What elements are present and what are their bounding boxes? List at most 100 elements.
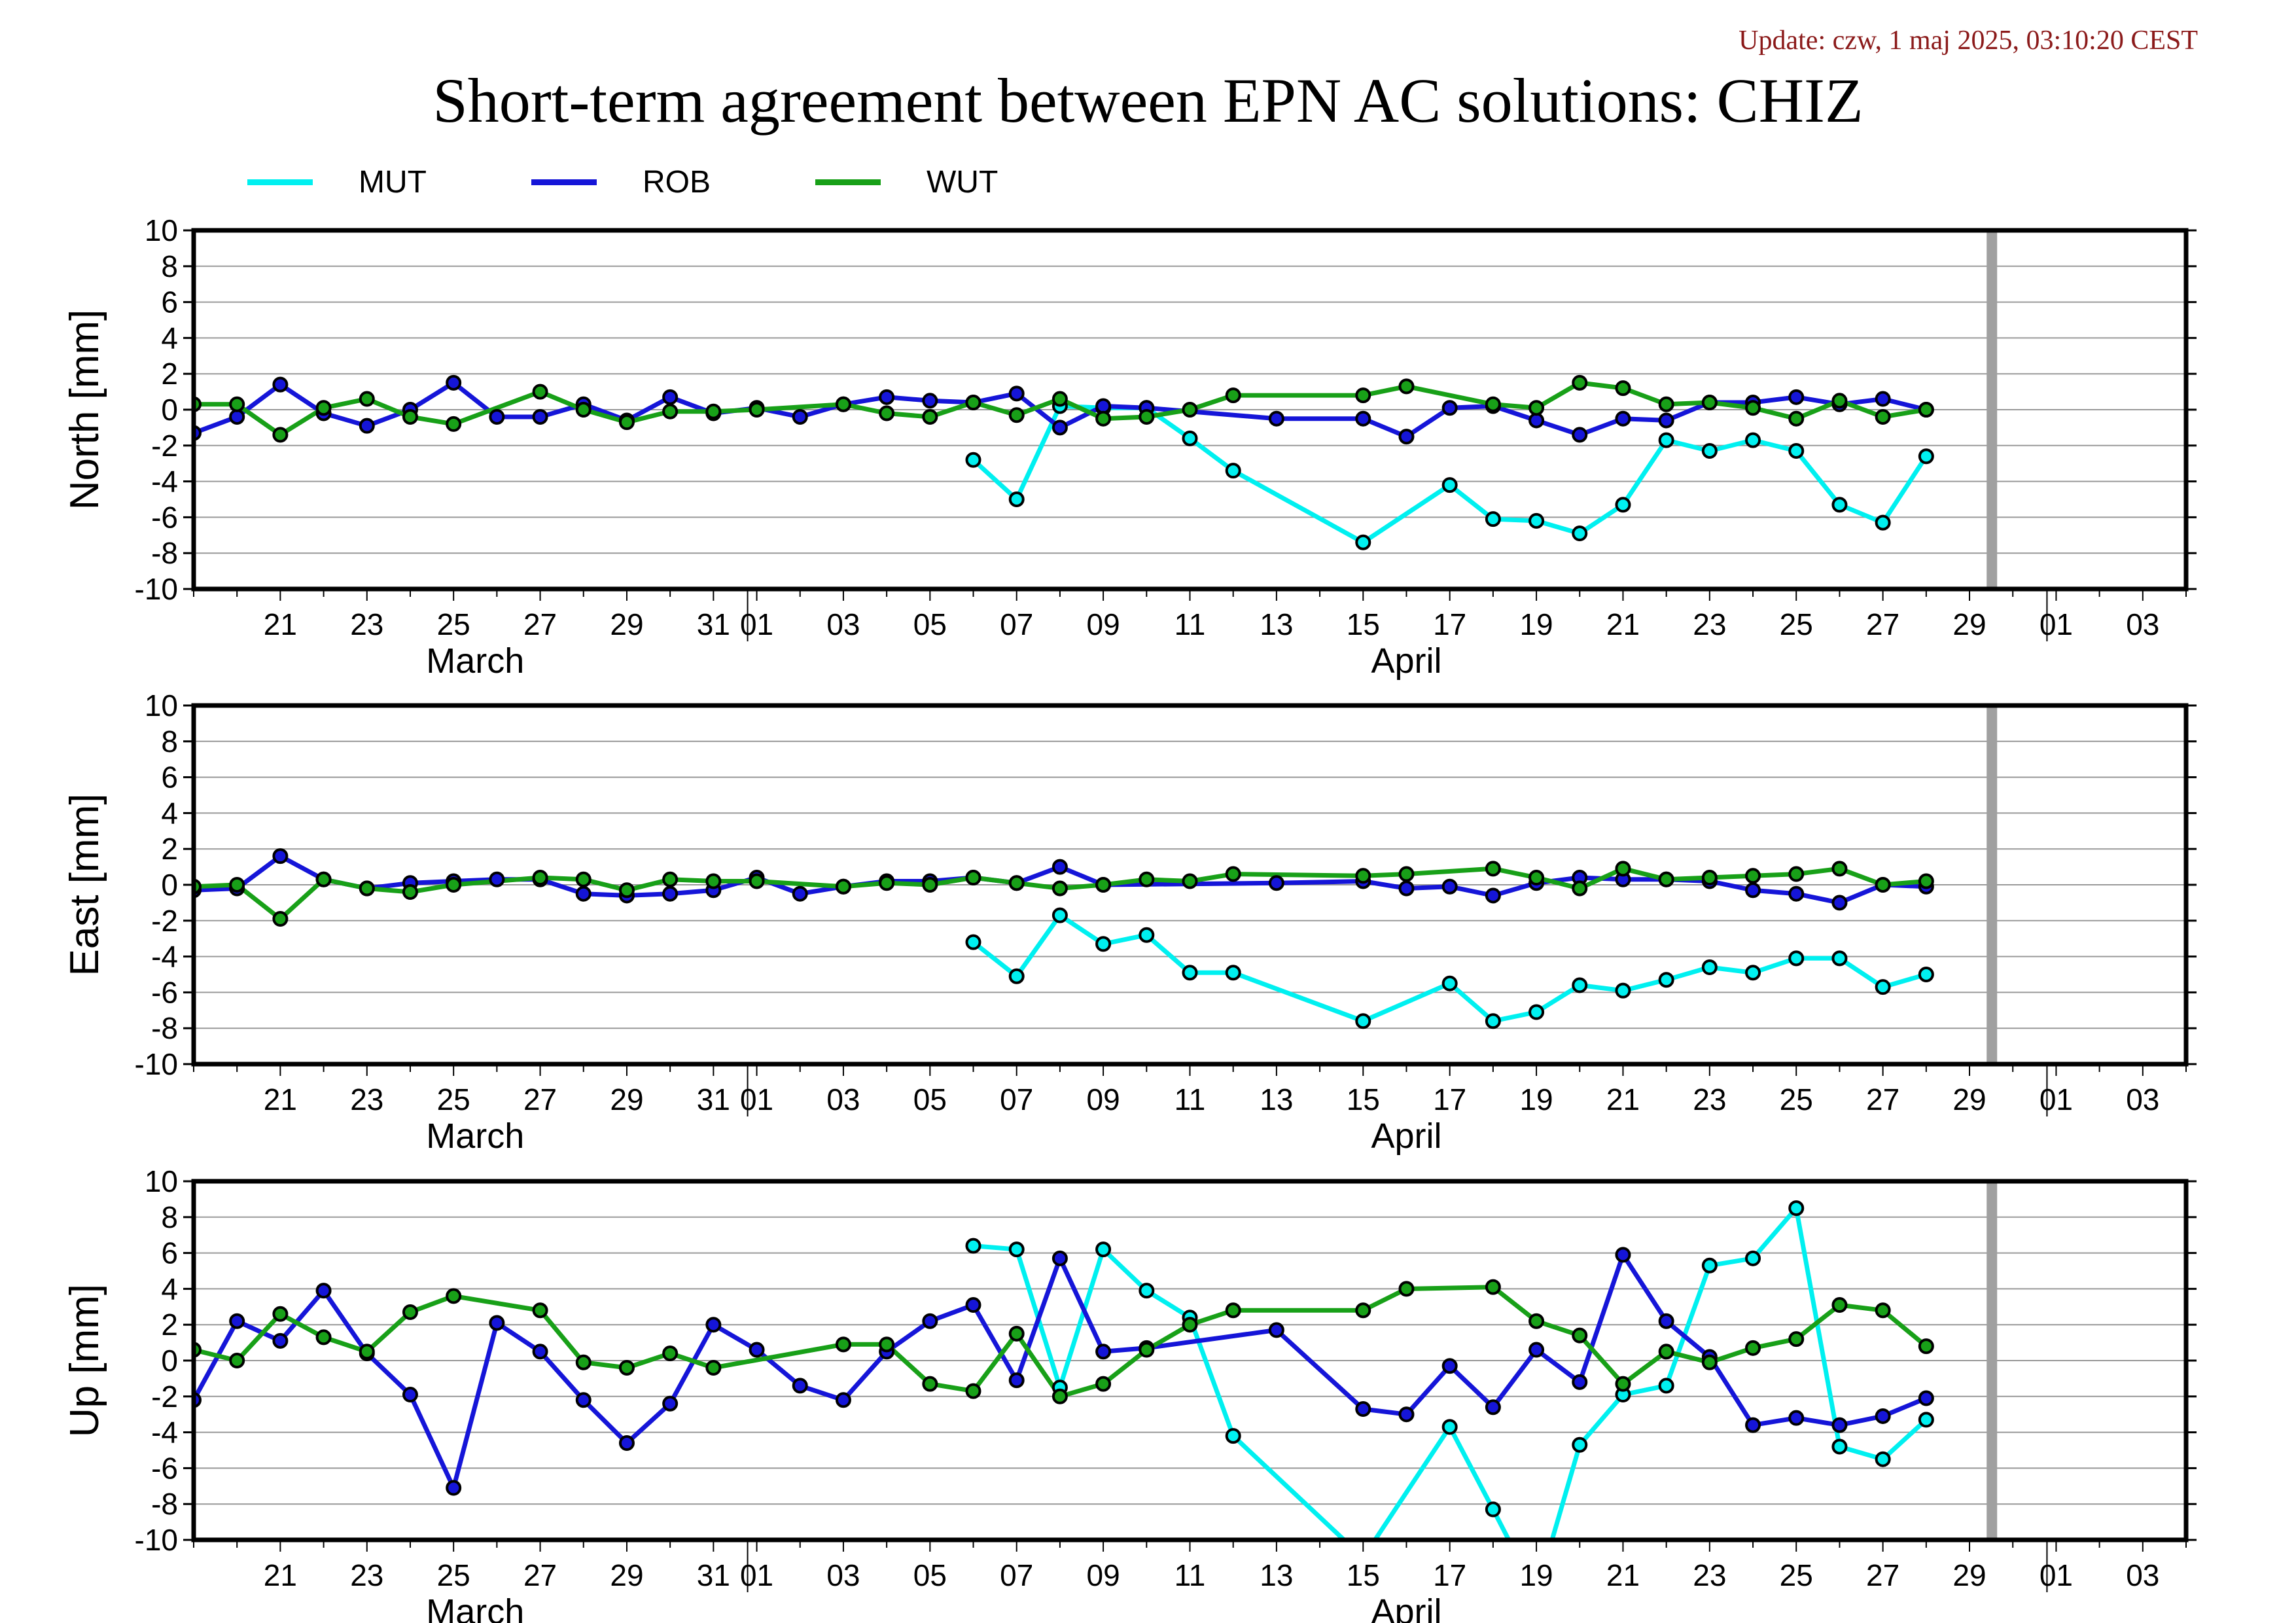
data-point-wut — [1182, 402, 1198, 418]
data-point-wut — [1831, 1297, 1848, 1313]
data-point-mut — [1572, 977, 1588, 993]
data-point-wut — [359, 391, 375, 407]
data-point-wut — [1355, 387, 1371, 404]
data-point-wut — [1485, 396, 1501, 412]
data-point-wut — [705, 873, 722, 889]
data-point-rob — [1398, 880, 1415, 897]
x-tick-label: 29 — [1952, 607, 1986, 641]
data-point-wut — [1918, 1338, 1934, 1355]
data-point-mut — [1788, 950, 1805, 967]
data-point-rob — [1745, 882, 1761, 899]
x-tick-label: 17 — [1433, 607, 1466, 641]
data-point-rob — [229, 408, 245, 425]
data-point-mut — [1528, 512, 1545, 529]
data-point-wut — [1008, 407, 1025, 423]
data-point-mut — [965, 1238, 981, 1254]
y-tick-label: 2 — [161, 357, 178, 391]
legend-item-rob: ROB — [531, 156, 711, 208]
data-point-wut — [1139, 408, 1155, 425]
series-line-mut — [973, 1205, 1928, 1540]
data-point-rob — [835, 1392, 851, 1408]
data-point-mut — [1875, 514, 1891, 531]
data-point-wut — [618, 1359, 635, 1376]
data-point-mut — [1701, 959, 1718, 976]
month-label: April — [1371, 641, 1441, 681]
data-point-rob — [792, 1378, 808, 1394]
data-point-wut — [1745, 1340, 1761, 1356]
x-tick-label: 15 — [1347, 1082, 1380, 1116]
data-point-mut — [1875, 1451, 1891, 1467]
data-point-wut — [1615, 861, 1631, 877]
update-timestamp: Update: czw, 1 maj 2025, 03:10:20 CEST — [1739, 26, 2198, 56]
legend-item-wut: WUT — [815, 156, 998, 208]
month-label: March — [426, 1116, 524, 1156]
y-tick-label: 10 — [145, 213, 178, 247]
data-point-rob — [749, 1342, 765, 1358]
x-tick-label: 23 — [1693, 607, 1726, 641]
data-point-mut — [1528, 1004, 1545, 1020]
x-tick-label: 27 — [1866, 1082, 1899, 1116]
y-tick-label: 0 — [161, 1344, 178, 1378]
x-tick-label: 09 — [1087, 1558, 1120, 1592]
y-tick-label: -2 — [151, 429, 178, 463]
data-point-mut — [1831, 1438, 1848, 1455]
data-point-rob — [1918, 1390, 1934, 1406]
plot-frame — [191, 703, 2189, 1067]
data-point-wut — [965, 1383, 981, 1399]
data-point-rob — [272, 376, 289, 393]
data-point-mut — [1745, 432, 1761, 448]
data-point-wut — [965, 870, 981, 886]
data-point-mut — [1572, 1436, 1588, 1453]
data-point-rob — [662, 1395, 679, 1412]
data-point-wut — [1831, 393, 1848, 409]
x-tick-label: 09 — [1087, 1082, 1120, 1116]
data-point-rob — [272, 848, 289, 865]
data-point-mut — [1918, 1412, 1934, 1428]
data-point-wut — [229, 1353, 245, 1368]
data-point-rob — [1095, 1344, 1112, 1360]
data-point-wut — [532, 383, 548, 400]
data-point-wut — [879, 1336, 895, 1353]
data-point-rob — [1485, 887, 1501, 904]
data-point-mut — [1095, 1241, 1112, 1258]
chart-title: Short-term agreement between EPN AC solu… — [433, 65, 1863, 135]
data-point-wut — [1658, 396, 1674, 412]
x-tick-label: 19 — [1519, 607, 1553, 641]
data-point-wut — [1139, 871, 1155, 887]
data-point-wut — [1225, 1302, 1241, 1319]
data-point-rob — [1528, 412, 1545, 429]
data-point-rob — [402, 1387, 418, 1403]
x-tick-label: 21 — [264, 607, 297, 641]
series-line-rob — [194, 1252, 1928, 1490]
data-point-wut — [1701, 870, 1718, 886]
x-tick-label: 29 — [1952, 1558, 1986, 1592]
data-point-mut — [1658, 1378, 1674, 1394]
data-point-mut — [1182, 965, 1198, 981]
x-tick-label: 13 — [1260, 1082, 1293, 1116]
x-tick-label: 17 — [1433, 1082, 1466, 1116]
y-tick-label: -2 — [151, 904, 178, 938]
x-tick-label: 07 — [1000, 607, 1033, 641]
data-point-mut — [1008, 491, 1025, 507]
data-point-wut — [1528, 400, 1545, 416]
data-point-rob — [446, 1480, 462, 1496]
y-tick-label: 4 — [161, 796, 178, 830]
x-tick-label: 11 — [1174, 607, 1206, 641]
data-point-rob — [1398, 1406, 1415, 1423]
data-point-wut — [965, 395, 981, 411]
series-line-mut — [972, 913, 1927, 1024]
x-tick-label: 01 — [740, 1082, 773, 1116]
legend-swatch-mut — [247, 179, 313, 185]
data-point-wut — [575, 1354, 592, 1370]
data-point-mut — [1788, 1200, 1805, 1217]
x-tick-label: 03 — [2126, 1082, 2159, 1116]
y-tick-label: -10 — [135, 1047, 178, 1081]
x-tick-label: 27 — [523, 1082, 557, 1116]
x-tick-label: 15 — [1347, 607, 1380, 641]
data-point-rob — [1398, 429, 1415, 445]
data-point-wut — [1355, 868, 1371, 884]
data-point-rob — [532, 408, 548, 425]
y-tick-label: 10 — [145, 1164, 178, 1198]
series-line-mut — [972, 404, 1928, 545]
data-point-wut — [1875, 877, 1891, 893]
